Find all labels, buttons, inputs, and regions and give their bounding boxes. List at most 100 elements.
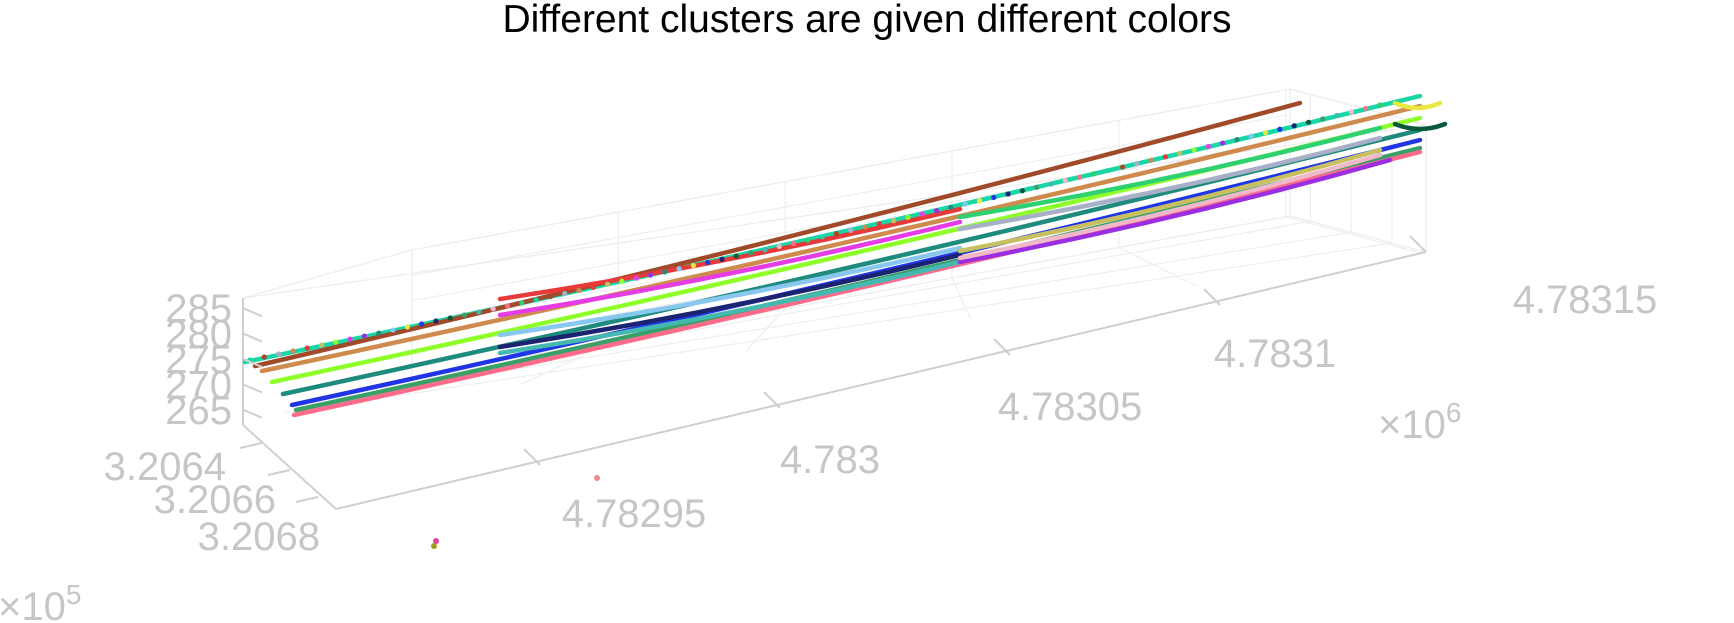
box-edge-back-top (411, 88, 1291, 251)
cluster-series-track (259, 103, 1423, 374)
box-edge-right-top (1289, 88, 1427, 126)
cluster-point (819, 234, 825, 240)
cluster-point (1091, 171, 1097, 177)
z-tick-mark (242, 383, 263, 394)
cluster-point (662, 269, 668, 275)
cluster-point (948, 204, 954, 211)
cluster-point (748, 250, 754, 256)
cluster-point (1277, 126, 1283, 132)
cluster-point (419, 321, 425, 327)
outlier-point (594, 475, 600, 481)
cluster-point (1348, 109, 1354, 115)
cluster-point (976, 198, 983, 204)
cluster-point (790, 240, 797, 246)
cluster-series-track (1392, 121, 1448, 132)
cluster-point (318, 342, 325, 348)
cluster-point (1105, 167, 1111, 174)
cluster-point (261, 354, 267, 360)
cluster-point (533, 297, 539, 303)
cluster-point (304, 345, 310, 351)
cluster-point (361, 333, 368, 339)
cluster-point (991, 194, 997, 201)
cluster-point (333, 339, 339, 345)
cluster-point (290, 348, 296, 354)
cluster-point (604, 281, 611, 287)
cluster-point (1148, 157, 1154, 163)
z-tick-label: 285 (165, 287, 232, 331)
cluster-point (490, 306, 496, 312)
x-tick-label: 4.78295 (562, 492, 707, 536)
cluster-point (762, 247, 768, 253)
cluster-point (390, 327, 396, 333)
chart-title: Different clusters are given different c… (502, 0, 1231, 41)
cluster-point (276, 351, 282, 357)
box-edge-left-top (242, 249, 413, 299)
cluster-series-track (957, 147, 1383, 254)
cluster-point (1134, 161, 1140, 167)
cluster-point (905, 214, 911, 220)
y-tick-mark (295, 496, 319, 503)
cluster-point (376, 330, 382, 336)
z-tick-label: 265 (165, 389, 232, 433)
cluster-series-track (957, 157, 1393, 265)
cluster-point (962, 201, 968, 207)
cluster-point (562, 290, 568, 297)
cluster-point (590, 284, 596, 291)
cluster-point (1177, 150, 1183, 156)
cluster-point (690, 262, 697, 269)
cluster-point (1077, 174, 1083, 180)
cluster-point (705, 259, 711, 266)
cluster-point (1320, 116, 1326, 122)
cluster-point (933, 208, 940, 214)
cluster-series-track (497, 259, 963, 356)
cluster-point (1248, 133, 1254, 139)
cluster-series-track (497, 245, 963, 338)
x-axis-line (335, 251, 1427, 510)
cluster-point (1034, 184, 1040, 190)
x-tick-mark (993, 338, 1011, 356)
cluster-point (1005, 191, 1011, 197)
cluster-point (862, 224, 868, 230)
x-tick-label: 4.78315 (1513, 278, 1658, 322)
cluster-series-track (957, 152, 1383, 261)
x-tick-mark (763, 391, 781, 409)
cluster-point (733, 253, 739, 259)
cluster-point (647, 272, 654, 278)
y-tick-label: 3.2066 (154, 478, 276, 522)
cluster-point (1019, 188, 1026, 194)
cluster-point (676, 266, 682, 272)
cluster-series-track (957, 125, 1383, 220)
cluster-point (1291, 123, 1297, 129)
cluster-point (504, 303, 511, 309)
cluster-series-track (957, 135, 1383, 232)
x-tick-mark (523, 448, 541, 466)
cluster-point (519, 300, 525, 306)
cluster-point (1048, 181, 1054, 187)
cluster-series-track (1392, 100, 1443, 111)
cluster-point (547, 294, 553, 300)
z-tick-mark (242, 332, 263, 343)
z-tick-label: 270 (165, 363, 232, 407)
x-tick-label: 4.7831 (1214, 332, 1336, 376)
cluster-point (776, 243, 782, 250)
cluster-point (1205, 143, 1211, 150)
cluster-series-track (291, 149, 1423, 418)
z-tick-mark (242, 358, 263, 368)
cluster-point (433, 318, 439, 324)
y-tick-label: 3.2068 (198, 515, 320, 559)
cluster-point (919, 211, 925, 217)
y-tick-mark (239, 442, 263, 449)
data-layer (242, 93, 1448, 549)
cluster-point (1191, 147, 1197, 153)
box-edge-right-bottom (1289, 215, 1427, 253)
cluster-point (1234, 137, 1240, 143)
cluster-point (1162, 154, 1169, 160)
cluster-point (1119, 164, 1126, 170)
cluster-point (805, 237, 811, 243)
cluster-point (1363, 105, 1369, 112)
cluster-point (404, 324, 410, 330)
y-tick-mark (267, 469, 291, 476)
cluster-point (1377, 102, 1383, 108)
cluster-point (619, 278, 625, 284)
